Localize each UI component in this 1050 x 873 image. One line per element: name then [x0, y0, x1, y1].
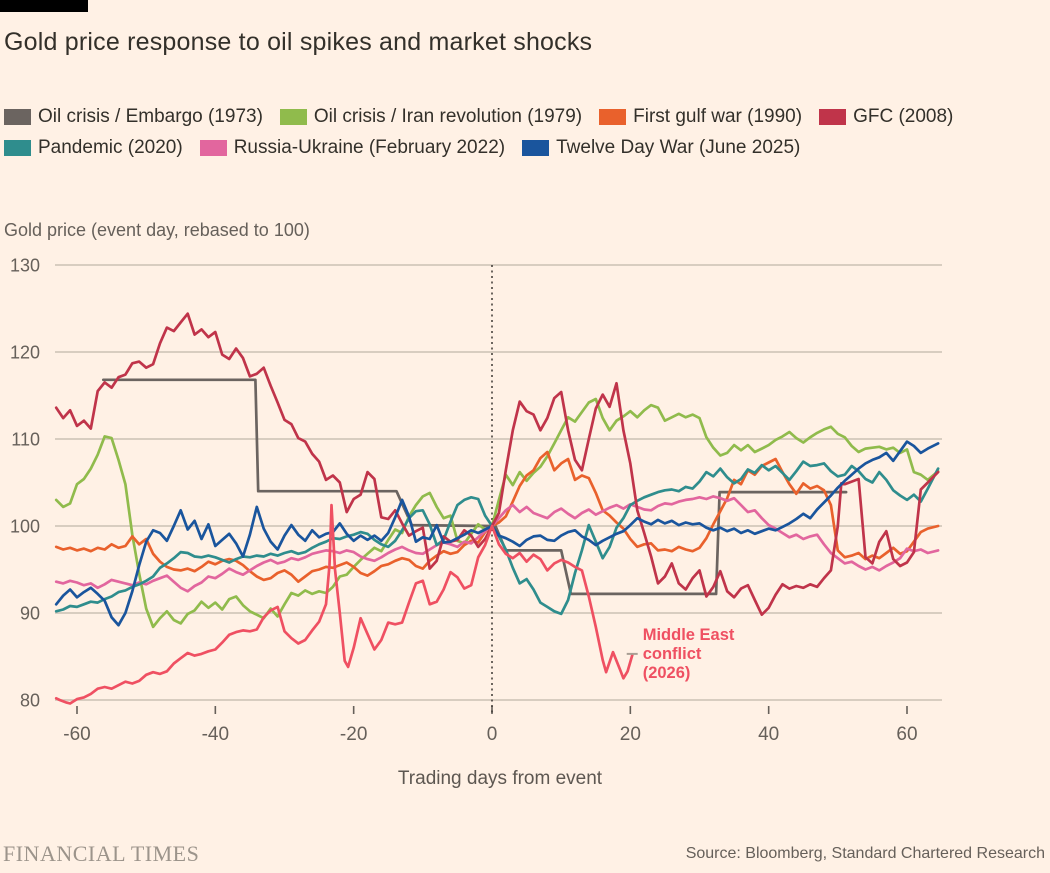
legend-item: Pandemic (2020) — [4, 137, 183, 159]
y-tick-label: 90 — [20, 604, 40, 624]
series-line — [54, 397, 940, 629]
y-tick-label: 80 — [20, 691, 40, 711]
chart-title: Gold price response to oil spikes and ma… — [4, 28, 593, 56]
legend-swatch-icon — [599, 109, 627, 125]
legend-swatch-icon — [4, 140, 31, 156]
legend-item: First gulf war (1990) — [599, 106, 802, 128]
series-line — [54, 503, 634, 705]
series-line — [54, 312, 940, 617]
legend-swatch-icon — [279, 109, 307, 125]
x-tick-label: 40 — [758, 724, 779, 745]
x-tick-label: 20 — [620, 724, 641, 745]
legend-item: Twelve Day War (June 2025) — [522, 137, 800, 159]
x-tick-label: -20 — [340, 724, 367, 745]
legend-row: Pandemic (2020) Russia-Ukraine (February … — [4, 137, 1046, 159]
legend-swatch-icon — [4, 109, 31, 125]
series-line — [54, 440, 940, 627]
legend-row: Oil crisis / Embargo (1973) Oil crisis / … — [4, 106, 1046, 128]
legend-item: Oil crisis / Iran revolution (1979) — [279, 106, 583, 128]
source-note: Source: Bloomberg, Standard Chartered Re… — [685, 845, 1045, 862]
x-tick-label: -40 — [202, 724, 229, 745]
annotation-text: (2026) — [643, 664, 691, 682]
y-tick-label: 130 — [10, 256, 40, 276]
annotation-text: conflict — [643, 645, 702, 663]
legend-label: Oil crisis / Embargo (1973) — [38, 106, 263, 127]
y-tick-label: 110 — [11, 430, 40, 450]
ft-black-bar — [0, 0, 88, 12]
legend-label: Pandemic (2020) — [38, 137, 183, 158]
legend-swatch-icon — [522, 140, 550, 156]
legend-label: Russia-Ukraine (February 2022) — [233, 137, 506, 158]
x-tick-label: -60 — [63, 724, 90, 745]
series-line — [101, 378, 848, 596]
legend-swatch-icon — [819, 109, 847, 125]
legend-label: Twelve Day War (June 2025) — [556, 137, 801, 158]
series-line — [54, 450, 940, 584]
legend-label: First gulf war (1990) — [633, 106, 803, 127]
chart-legend: Oil crisis / Embargo (1973) Oil crisis / … — [4, 106, 1046, 168]
x-tick-label: 60 — [896, 724, 917, 745]
legend-swatch-icon — [199, 140, 227, 156]
x-axis-title: Trading days from event — [397, 768, 603, 789]
legend-item: Oil crisis / Embargo (1973) — [4, 106, 263, 128]
x-tick-label: 0 — [487, 724, 498, 745]
y-axis-title: Gold price (event day, rebased to 100) — [4, 220, 310, 240]
y-tick-label: 120 — [10, 343, 40, 363]
ft-wordmark: FINANCIAL TIMES — [3, 841, 200, 866]
legend-label: Oil crisis / Iran revolution (1979) — [313, 106, 583, 127]
annotation-text: Middle East — [643, 626, 735, 644]
legend-label: GFC (2008) — [853, 106, 954, 127]
legend-item: Russia-Ukraine (February 2022) — [199, 137, 506, 159]
y-tick-label: 100 — [10, 517, 40, 537]
legend-item: GFC (2008) — [819, 106, 953, 128]
